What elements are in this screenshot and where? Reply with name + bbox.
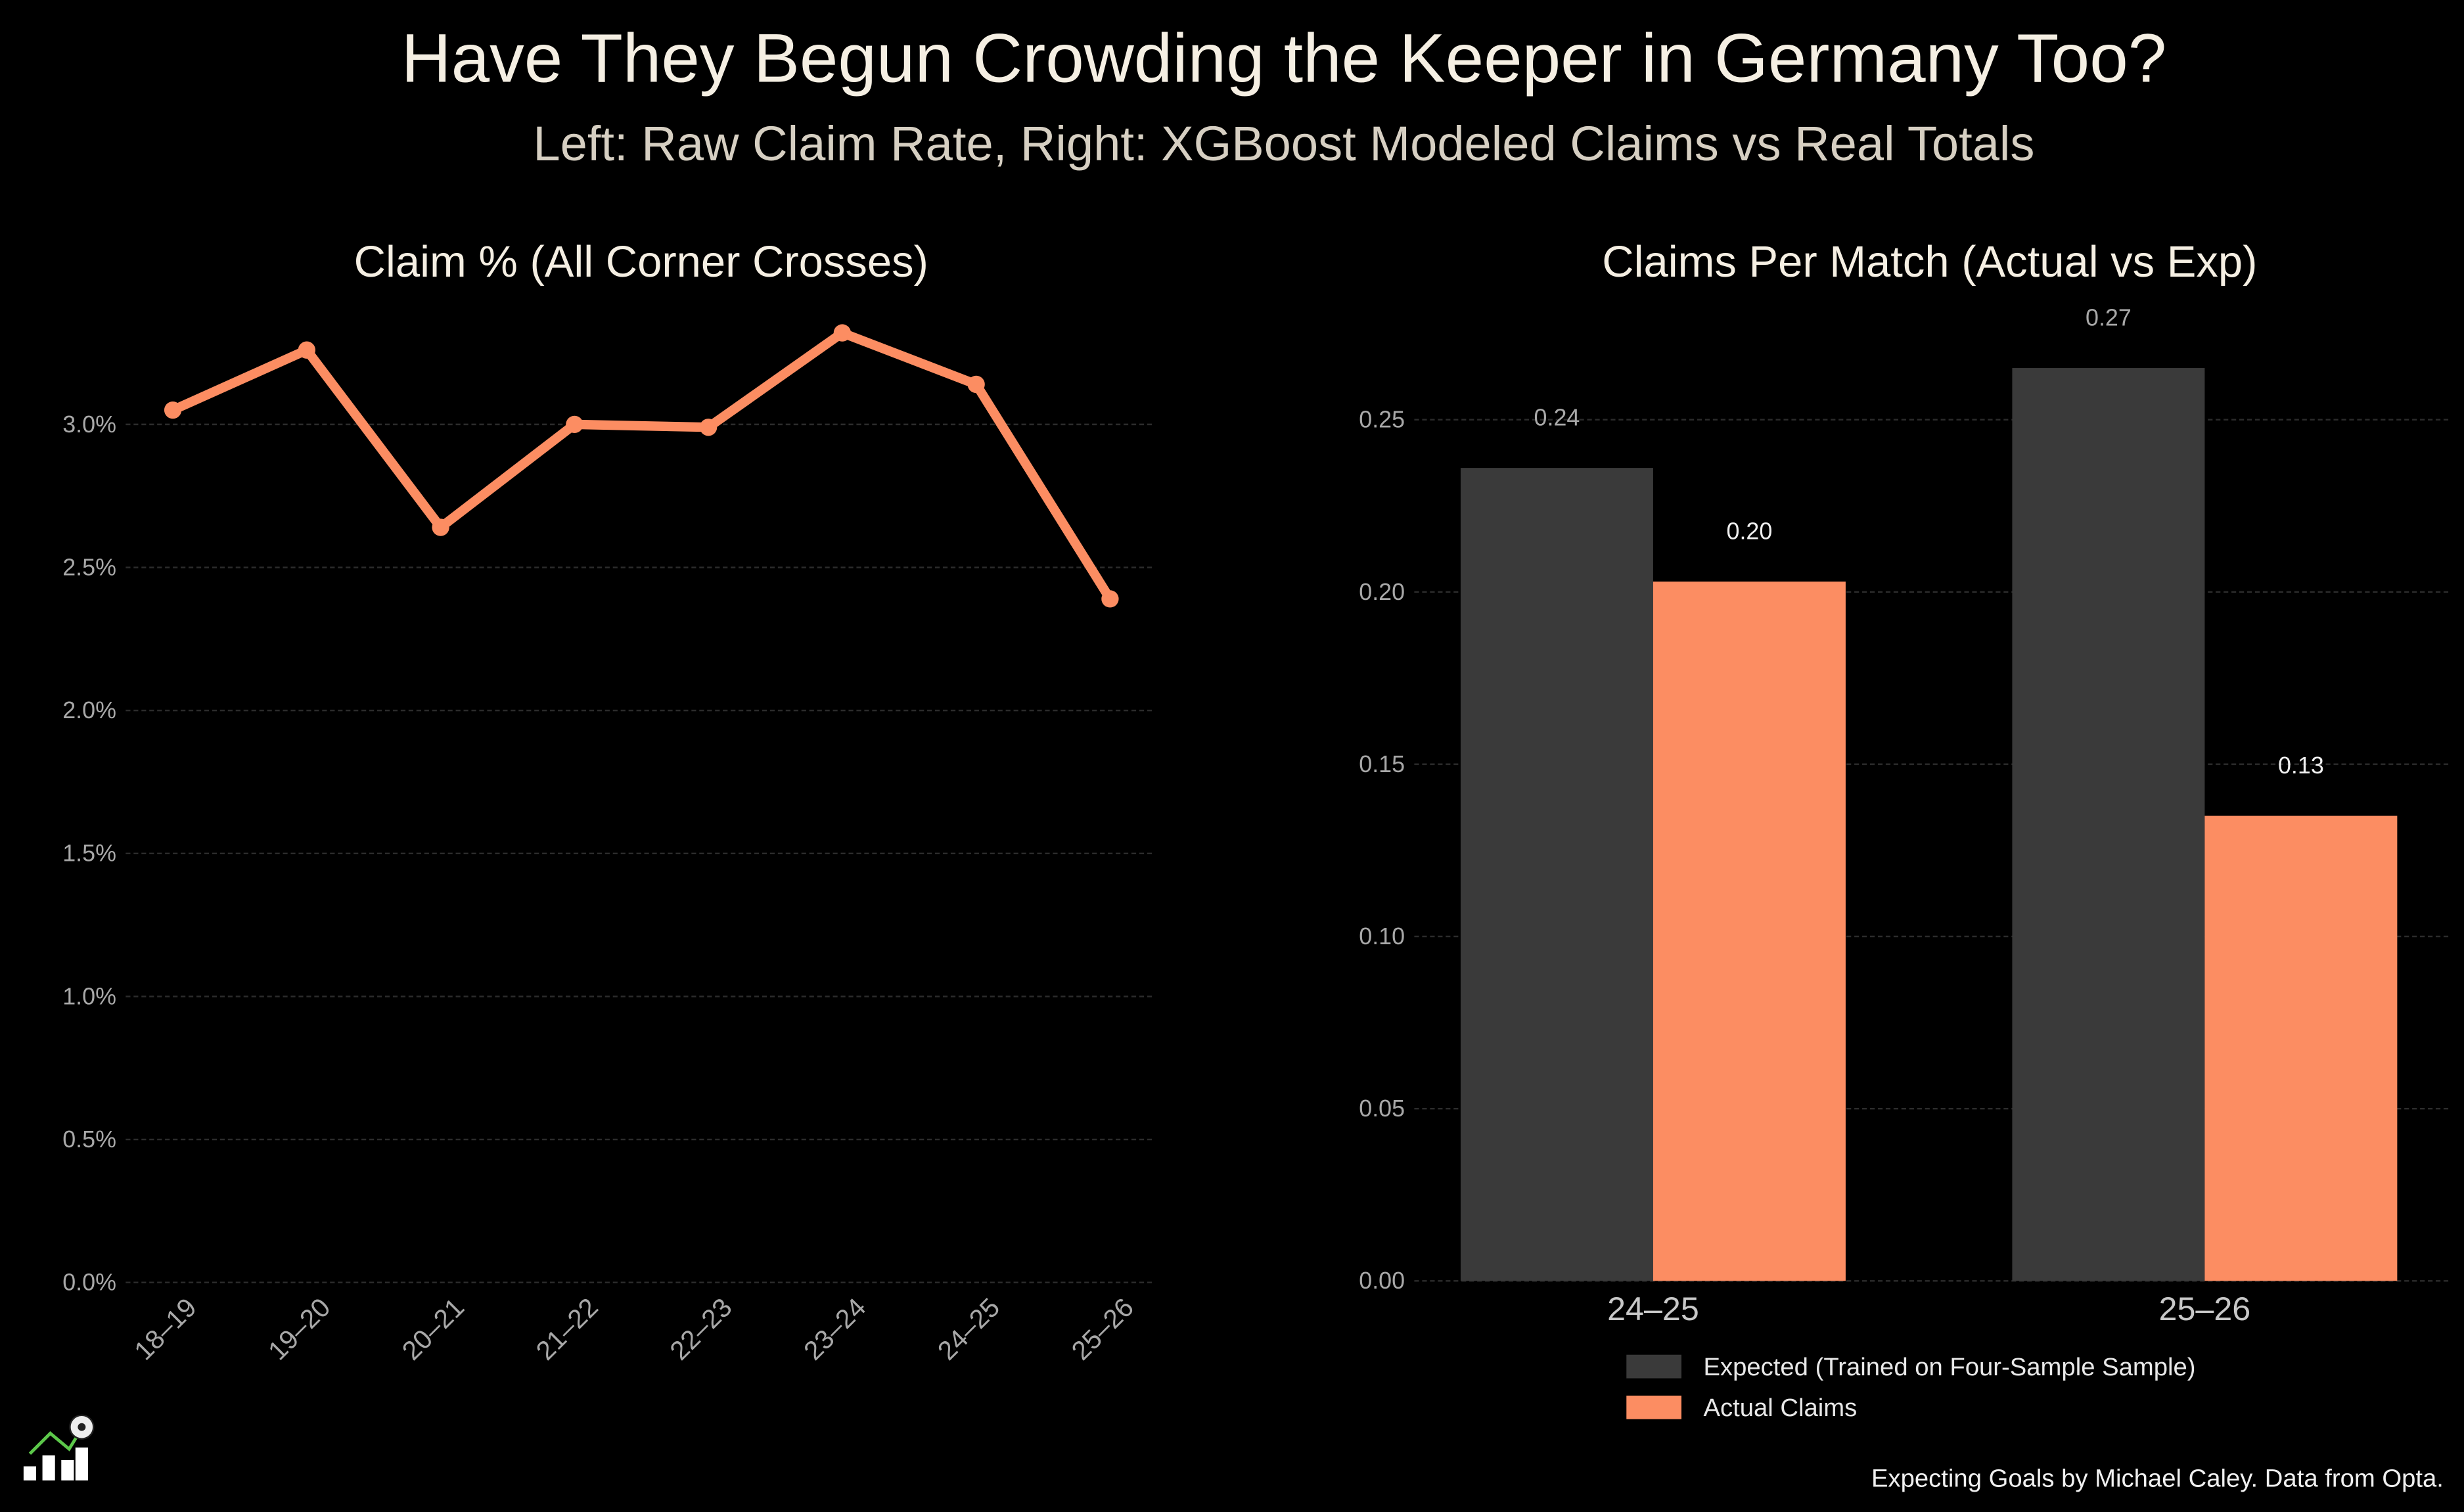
y-tick-label: 1.0% — [62, 983, 116, 1009]
y-tick-label: 0.20 — [1359, 579, 1405, 605]
figure-title: Have They Begun Crowding the Keeper in G… — [401, 20, 2167, 97]
x-tick-label: 25–26 — [2159, 1291, 2251, 1327]
legend: Expected (Trained on Four-Sample Sample)… — [1626, 1353, 2196, 1422]
x-tick-label: 18–19 — [128, 1292, 202, 1365]
legend-swatch-expected — [1626, 1354, 1681, 1379]
y-tick-label: 2.0% — [62, 697, 116, 723]
y-tick-label: 1.5% — [62, 840, 116, 867]
y-tick-label: 0.15 — [1359, 751, 1405, 777]
x-tick-label: 25–26 — [1066, 1292, 1139, 1365]
y-tick-label: 0.10 — [1359, 923, 1405, 950]
data-point — [164, 401, 182, 419]
bar-expected — [2012, 368, 2205, 1281]
x-tick-label: 20–21 — [396, 1292, 470, 1365]
x-tick-label: 24–25 — [1607, 1291, 1699, 1327]
bar-actual — [1653, 582, 1846, 1281]
y-tick-label: 2.5% — [62, 554, 116, 580]
y-tick-label: 0.05 — [1359, 1095, 1405, 1122]
bar-expected — [1460, 468, 1653, 1281]
y-tick-label: 3.0% — [62, 411, 116, 438]
data-point — [833, 324, 852, 342]
x-tick-label: 24–25 — [932, 1292, 1005, 1365]
bar-value-label: 0.20 — [1727, 518, 1773, 545]
y-tick-label: 0.25 — [1359, 407, 1405, 433]
data-point — [432, 518, 449, 536]
footer-credit: Expecting Goals by Michael Caley. Data f… — [1871, 1465, 2444, 1493]
left-line-chart: 0.0% 0.5% 1.0% 1.5% 2.0% 2.5% 3.0% 18–19 19–20 20… — [62, 324, 1155, 1366]
expecting-goals-logo — [23, 1414, 95, 1481]
y-tick-label: 0.0% — [62, 1270, 116, 1296]
bar-value-label: 0.27 — [2086, 304, 2132, 331]
x-tick-label: 22–23 — [664, 1292, 737, 1365]
x-tick-label: 21–22 — [530, 1292, 604, 1365]
right-panel-title: Claims Per Match (Actual vs Exp) — [1602, 237, 2257, 286]
left-panel-title: Claim % (All Corner Crosses) — [354, 237, 928, 286]
x-tick-label: 19–20 — [262, 1292, 336, 1365]
bar-actual — [2204, 815, 2398, 1281]
data-point — [967, 375, 985, 394]
data-point — [298, 341, 315, 359]
legend-label-actual: Actual Claims — [1703, 1394, 1857, 1422]
bar-value-label: 0.24 — [1534, 405, 1580, 431]
data-point — [1101, 590, 1119, 608]
y-tick-label: 0.5% — [62, 1126, 116, 1153]
legend-label-expected: Expected (Trained on Four-Sample Sample) — [1703, 1353, 2195, 1381]
right-bar-chart: 0.00 0.05 0.10 0.15 0.20 0.25 0.24 0.27 0.20 0.13… — [1359, 304, 2452, 1327]
data-point — [566, 415, 583, 434]
data-point — [699, 419, 718, 436]
x-tick-label: 23–24 — [798, 1292, 871, 1365]
legend-swatch-actual — [1626, 1395, 1681, 1419]
figure-subtitle: Left: Raw Claim Rate, Right: XGBoost Mod… — [533, 116, 2034, 171]
bar-value-label: 0.13 — [2278, 752, 2324, 779]
y-tick-label: 0.00 — [1359, 1268, 1405, 1294]
claim-rate-line — [171, 328, 1114, 602]
